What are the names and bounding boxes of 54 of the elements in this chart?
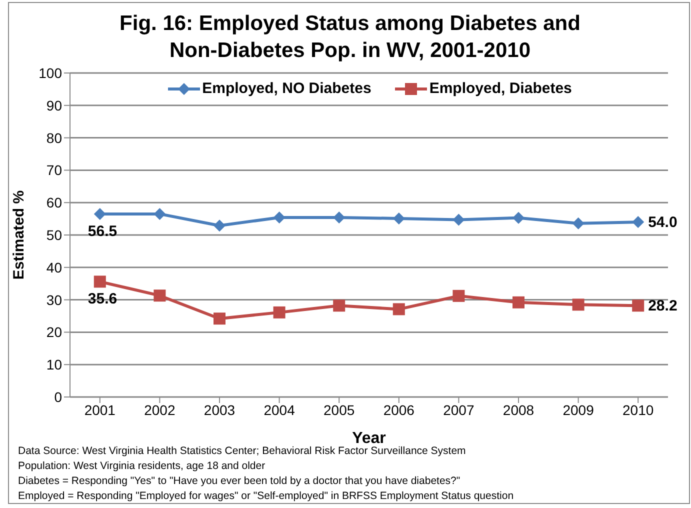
x-axis-title: Year — [352, 430, 386, 447]
point — [572, 298, 584, 311]
chart-title: Fig. 16: Employed Status among Diabetes and Non-Diabetes Pop. in WV, 2001-2010 — [118, 11, 582, 64]
point — [154, 208, 166, 220]
x-tick-label: 2006 — [383, 402, 415, 418]
point — [452, 290, 465, 302]
point — [214, 220, 226, 232]
y-tick-label: 100 — [38, 64, 62, 81]
x-tick-label: 2009 — [562, 402, 594, 418]
point — [94, 276, 106, 288]
x-tick-label: 2005 — [324, 402, 355, 418]
source-note: Data Source: West Virginia Health Statistics Center; Behavioral Risk Factor Surveillance System — [18, 444, 467, 459]
x-tick-label: 2007 — [443, 402, 474, 418]
point — [333, 212, 346, 224]
x-tick-label: 2001 — [84, 402, 116, 418]
y-tick-label: 70 — [46, 162, 62, 178]
x-tick-label: 2004 — [264, 402, 296, 418]
point — [94, 208, 106, 220]
y-tick-label: 90 — [46, 97, 62, 114]
point — [452, 214, 465, 226]
data-label: 54.0 — [648, 214, 678, 232]
y-tick-label: 40 — [46, 259, 62, 276]
point — [273, 306, 286, 318]
y-tick-label: 80 — [46, 130, 62, 146]
point — [632, 216, 644, 228]
data-label: 35.6 — [88, 290, 118, 308]
point — [512, 212, 524, 224]
x-tick-label: 2010 — [622, 402, 654, 418]
text: Diabetes = Responding "Yes" to "Have you ever been told by a doctor that you have diabetes?" — [18, 474, 462, 489]
text: Population: West Virginia residents, age 18 and older — [18, 459, 266, 474]
point — [333, 300, 346, 312]
point — [214, 312, 226, 325]
point — [392, 212, 405, 224]
point — [512, 296, 524, 308]
data-label: 56.5 — [88, 222, 118, 240]
y-tick-label: 50 — [46, 226, 62, 243]
data-label: 28.2 — [648, 298, 678, 315]
legend-label: Employed, Diabetes — [429, 80, 572, 97]
point — [392, 303, 405, 316]
legend-label: Employed, NO Diabetes — [202, 80, 372, 97]
y-tick-label: 20 — [46, 324, 62, 340]
y-tick-label: 0 — [54, 388, 62, 405]
y-tick-label: 10 — [46, 356, 62, 373]
point — [154, 290, 166, 302]
y-axis-title: Estimated % — [10, 190, 28, 280]
point — [572, 217, 584, 230]
y-tick-label: 30 — [46, 292, 62, 308]
y-tick-label: 60 — [46, 194, 62, 211]
point — [632, 300, 644, 312]
x-tick-label: 2008 — [502, 402, 534, 418]
x-tick-label: 2003 — [204, 402, 236, 418]
x-tick-label: 2002 — [144, 402, 176, 418]
point — [273, 212, 286, 224]
text: Employed = Responding "Employed for wages" or "Self-employed" in BRFSS Employment Status question — [18, 489, 514, 504]
